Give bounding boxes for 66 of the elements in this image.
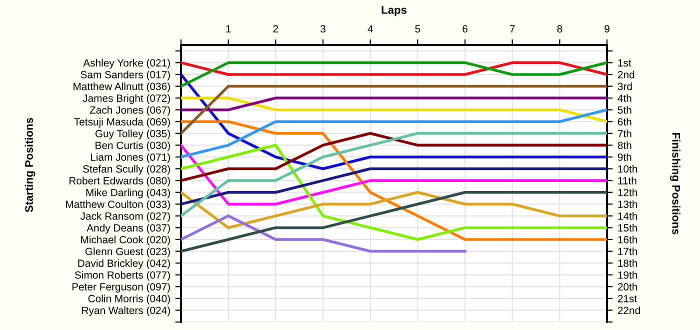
y2-tick-label: 3rd bbox=[618, 82, 632, 90]
y2-tick-label: 20th bbox=[618, 282, 638, 291]
y2-tick-label: 17th bbox=[618, 248, 638, 256]
y2-tick-label: 5th bbox=[618, 106, 632, 114]
category-label: Glenn Guest (023) bbox=[85, 248, 170, 258]
category-label: Peter Ferguson (097) bbox=[72, 282, 170, 293]
line-series bbox=[181, 108, 607, 158]
line-series bbox=[181, 190, 607, 230]
line-series bbox=[181, 120, 607, 241]
line-series bbox=[181, 132, 607, 218]
category-label: Sam Sanders (017) bbox=[80, 70, 170, 80]
y2-tick-label: 6th bbox=[618, 118, 632, 126]
x-tick-label: 6 bbox=[462, 25, 468, 33]
line-series bbox=[181, 167, 607, 206]
category-label: Ashley Yorke (021) bbox=[83, 58, 170, 69]
category-label: Liam Jones (071) bbox=[90, 153, 170, 163]
category-label: Andy Deans (037) bbox=[86, 224, 170, 234]
y2-tick-label: 1st bbox=[618, 59, 632, 67]
category-label: Ben Curtis (030) bbox=[96, 141, 170, 152]
category-label: Tetsuji Masuda (069) bbox=[74, 118, 170, 128]
category-label: Matthew Allnutt (036) bbox=[74, 82, 170, 92]
x-tick-label: 2 bbox=[273, 25, 278, 32]
category-label: Simon Roberts (077) bbox=[74, 271, 170, 281]
category-label: Guy Tolley (035) bbox=[95, 130, 170, 140]
y2-tick-label: 11th bbox=[618, 176, 636, 184]
category-label: Matthew Coulton (033) bbox=[66, 200, 170, 210]
y2-tick-label: 19th bbox=[618, 271, 638, 279]
y2-tick-label: 18th bbox=[618, 259, 638, 267]
x-tick-label: 7 bbox=[510, 25, 515, 32]
y2-tick-label: 16th bbox=[618, 236, 638, 244]
y2-tick-label: 9th bbox=[618, 153, 632, 161]
text: Starting Positions bbox=[24, 118, 36, 212]
line-series bbox=[181, 132, 607, 182]
category-label: Jack Ransom (027) bbox=[80, 212, 170, 222]
x-axis-title: Laps bbox=[382, 6, 407, 16]
y2-tick-label: 7th bbox=[618, 130, 632, 138]
y2-tick-label: 10th bbox=[618, 164, 638, 173]
category-label: Robert Edwards (080) bbox=[70, 176, 170, 186]
x-tick-label: 8 bbox=[557, 25, 562, 33]
y2-tick-label: 2nd bbox=[618, 70, 634, 78]
line-series bbox=[181, 144, 607, 206]
category-label: David Brickley (042) bbox=[78, 259, 170, 269]
y2-tick-label: 4th bbox=[618, 94, 632, 102]
category-label: Stefan Scully (028) bbox=[83, 164, 170, 175]
x-tick-label: 4 bbox=[368, 25, 373, 32]
category-label: Mike Darling (043) bbox=[86, 188, 170, 198]
y2-axis-title: Finishing Positions bbox=[670, 133, 680, 234]
category-label: Colin Morris (040) bbox=[88, 294, 170, 304]
y2-tick-label: 8th bbox=[618, 141, 632, 150]
y2-tick-label: 13th bbox=[618, 200, 638, 208]
category-label: James Bright (072) bbox=[82, 94, 170, 104]
y2-tick-label: 22nd bbox=[618, 306, 640, 314]
line-series bbox=[181, 73, 607, 170]
y2-tick-label: 14th bbox=[618, 212, 638, 220]
y2-tick-label: 15th bbox=[618, 224, 638, 232]
line-series bbox=[181, 190, 607, 253]
y2-tick-label: 21st bbox=[618, 294, 638, 302]
x-tick-label: 3 bbox=[320, 25, 326, 33]
category-label: Michael Cook (020) bbox=[81, 236, 170, 246]
y2-tick-label: 12th bbox=[618, 188, 638, 196]
category-label: Zach Jones (067) bbox=[90, 106, 170, 116]
x-tick-label: 9 bbox=[604, 25, 610, 33]
x-tick-label: 1 bbox=[226, 25, 231, 32]
x-tick-label: 5 bbox=[415, 25, 420, 33]
line-series bbox=[181, 144, 607, 241]
category-label: Ryan Walters (024) bbox=[82, 306, 170, 316]
